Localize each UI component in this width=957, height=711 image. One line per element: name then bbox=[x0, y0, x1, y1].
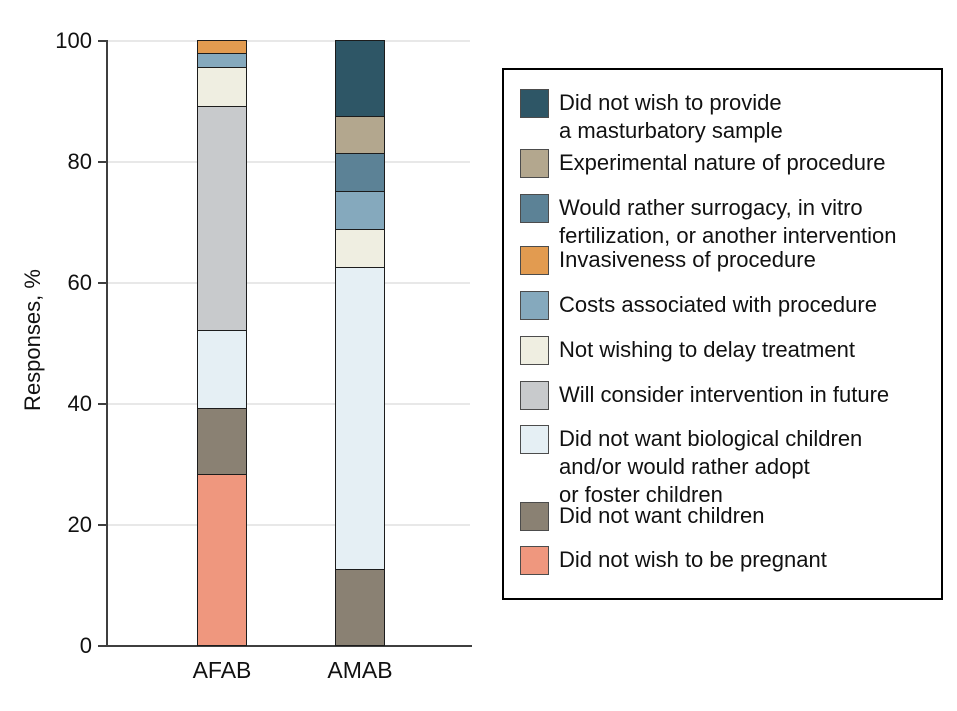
bar-segment bbox=[335, 40, 385, 117]
y-tick-mark bbox=[98, 645, 106, 647]
y-tick-label: 80 bbox=[67, 149, 92, 174]
y-tick-mark bbox=[98, 282, 106, 284]
legend-swatch bbox=[520, 194, 549, 223]
bar-segment bbox=[335, 191, 385, 231]
y-tick-label: 0 bbox=[79, 633, 92, 658]
legend-item-label: Invasiveness of procedure bbox=[559, 247, 816, 272]
x-axis-line bbox=[106, 645, 472, 647]
y-axis-line bbox=[106, 40, 108, 647]
legend-item-label: Would rather surrogacy, in vitro fertili… bbox=[559, 195, 897, 248]
y-tick-mark bbox=[98, 161, 106, 163]
bar-segment bbox=[197, 53, 247, 68]
legend-item-label: Did not want biological children and/or … bbox=[559, 426, 863, 507]
y-tick-mark bbox=[98, 40, 106, 42]
bar-segment bbox=[197, 408, 247, 475]
y-tick-label: 20 bbox=[67, 512, 92, 537]
legend-item-label: Costs associated with procedure bbox=[559, 292, 877, 317]
bar-segment bbox=[335, 115, 385, 155]
y-tick-label: 60 bbox=[67, 270, 92, 295]
legend-swatch bbox=[520, 381, 549, 410]
legend-swatch bbox=[520, 149, 549, 178]
legend-swatch bbox=[520, 502, 549, 531]
legend-swatch bbox=[520, 291, 549, 320]
legend: Did not wish to provide a masturbatory s… bbox=[502, 68, 943, 600]
legend-swatch bbox=[520, 246, 549, 275]
legend-item-label: Will consider intervention in future bbox=[559, 382, 890, 407]
bar-segment bbox=[197, 66, 247, 107]
legend-swatch bbox=[520, 336, 549, 365]
x-category-label: AFAB bbox=[192, 657, 252, 683]
bar-segment bbox=[197, 329, 247, 410]
bar-segment bbox=[197, 40, 247, 55]
legend-swatch bbox=[520, 425, 549, 454]
gridline bbox=[108, 403, 470, 405]
bar-segment bbox=[335, 229, 385, 268]
legend-swatch bbox=[520, 546, 549, 575]
legend-swatch bbox=[520, 89, 549, 118]
gridline bbox=[108, 524, 470, 526]
bar-afab bbox=[197, 40, 247, 646]
legend-item-label: Did not want children bbox=[559, 503, 765, 528]
bar-segment bbox=[197, 105, 247, 331]
x-category-label: AMAB bbox=[327, 657, 393, 683]
gridline bbox=[108, 161, 470, 163]
legend-item-label: Did not wish to be pregnant bbox=[559, 547, 827, 572]
legend-item-label: Experimental nature of procedure bbox=[559, 150, 886, 175]
y-tick-mark bbox=[98, 403, 106, 405]
bar-amab bbox=[335, 40, 385, 646]
bar-segment bbox=[335, 153, 385, 193]
bar-segment bbox=[335, 266, 385, 571]
gridline bbox=[108, 282, 470, 284]
legend-item-label: Not wishing to delay treatment bbox=[559, 337, 855, 362]
bar-segment bbox=[335, 569, 385, 646]
y-tick-label: 100 bbox=[55, 28, 92, 53]
y-tick-mark bbox=[98, 524, 106, 526]
y-tick-label: 40 bbox=[67, 391, 92, 416]
gridline bbox=[108, 40, 470, 42]
legend-item-label: Did not wish to provide a masturbatory s… bbox=[559, 90, 783, 143]
bar-segment bbox=[197, 473, 247, 646]
